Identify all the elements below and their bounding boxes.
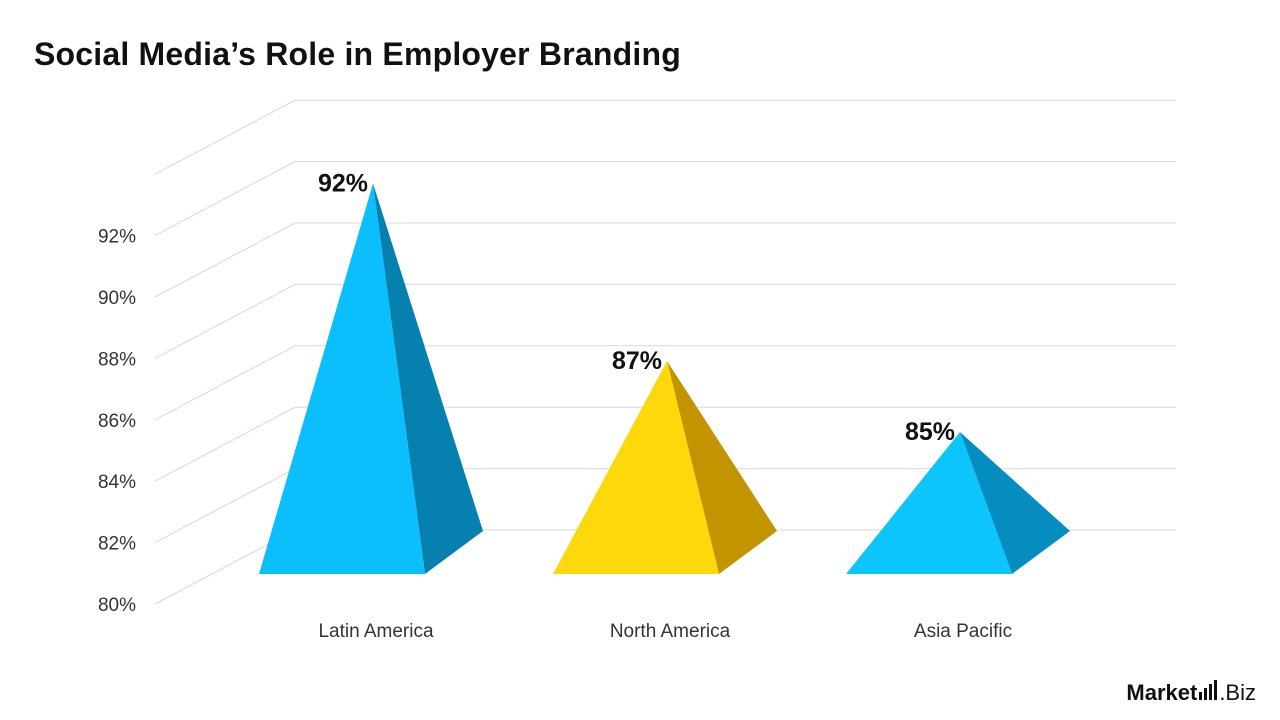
pyramid-chart: 80% 82% 84% 86% 88% 90% 92% 92% 87% 85% Latin Am…: [98, 99, 1176, 642]
x-axis: Latin America North America Asia Pacific: [318, 621, 1012, 642]
y-tick-label: 90%: [98, 288, 136, 309]
y-tick-label: 80%: [98, 595, 136, 616]
pyramid-side-face: [960, 432, 1070, 574]
gridline-side: [154, 222, 296, 298]
y-tick-label: 86%: [98, 411, 136, 432]
pyramid-front-face: [259, 183, 425, 574]
x-tick-label: Latin America: [318, 621, 434, 642]
x-tick-label: Asia Pacific: [914, 621, 1012, 642]
data-label: 85%: [905, 418, 955, 446]
gridline-side: [154, 345, 296, 421]
data-label: 87%: [612, 347, 662, 375]
pyramid-front-face: [846, 432, 1012, 574]
gridline-side: [154, 406, 296, 482]
y-axis: 80% 82% 84% 86% 88% 90% 92%: [98, 227, 136, 616]
y-tick-label: 82%: [98, 534, 136, 555]
y-tick-label: 88%: [98, 349, 136, 370]
chart-series: 92% 87% 85%: [259, 170, 1070, 574]
x-tick-label: North America: [610, 621, 731, 642]
y-tick-label: 92%: [98, 227, 136, 248]
y-tick-label: 84%: [98, 472, 136, 493]
logo-text-market: Market: [1126, 680, 1198, 705]
gridline-side: [154, 468, 296, 544]
pyramid-front-face: [553, 361, 719, 574]
chart-title: Social Media’s Role in Employer Branding: [34, 36, 681, 72]
pyramid-side-face: [667, 361, 777, 574]
gridline-side: [154, 99, 296, 175]
pyramid-side-face: [373, 183, 483, 574]
bar-chart-icon: [1199, 680, 1218, 700]
data-label: 92%: [318, 170, 368, 198]
logo-text-biz: .Biz: [1219, 680, 1256, 705]
gridline-side: [154, 283, 296, 359]
gridline-side: [154, 161, 296, 237]
brand-logo: Market .Biz: [1126, 680, 1256, 706]
